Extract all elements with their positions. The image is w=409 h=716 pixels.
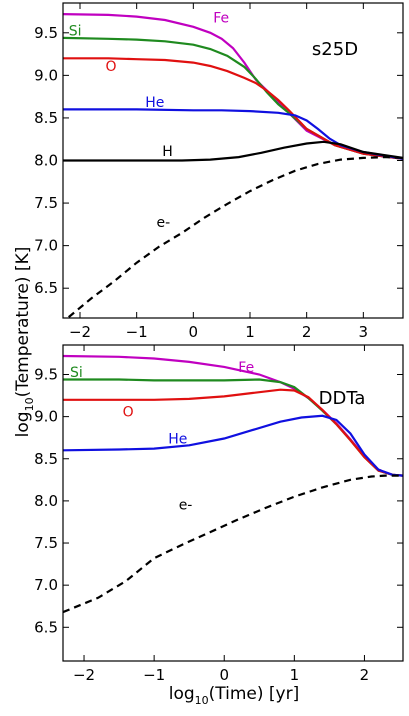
series-line-e [67,155,403,318]
x-tick-label: 0 [189,323,199,341]
series-line-he [63,414,403,477]
y-tick-label: 9.5 [34,24,58,42]
y-tick-label: 7.5 [34,194,58,212]
series-label-fe: Fe [238,360,254,376]
y-tick-label: 7.0 [34,576,58,594]
series-label-o: O [106,59,117,75]
series-line-o [63,57,403,160]
series-line-fe [63,13,403,160]
y-axis-title-subscript: 10 [23,397,36,411]
y-axis-title: log10(Temperature) [K] [13,247,36,438]
series-label-he: He [145,95,164,111]
series-line-h [63,140,403,162]
series-line-fe [63,354,403,477]
y-tick-label: 7.5 [34,534,58,552]
y-tick-label: 9.0 [34,66,58,84]
x-tick-label: 1 [290,666,300,684]
plot-frame [62,344,404,662]
y-tick-label: 7.0 [34,237,58,255]
x-tick-label: 2 [360,666,370,684]
series-label-e: e- [157,215,171,231]
x-axis-title-rest: (Time) [yr] [209,684,300,704]
x-axis-title: log10(Time) [yr] [169,684,300,707]
x-tick-label: −2 [73,666,95,684]
series-label-h: H [162,144,173,160]
series-label-o: O [123,405,134,421]
x-tick-label: −1 [143,666,165,684]
y-tick-label: 6.5 [34,618,58,636]
y-axis-title-rest: (Temperature) [K] [13,247,33,398]
series-label-si: Si [69,23,82,39]
y-tick-label: 8.5 [34,450,58,468]
y-tick-label: 9.5 [34,365,58,383]
x-axis-title-subscript: 10 [195,694,209,707]
y-tick-label: 8.0 [34,152,58,170]
y-tick-label: 9.0 [34,408,58,426]
x-tick-label: 0 [219,666,229,684]
panel-label: s25D [312,39,358,60]
series-label-fe: Fe [213,11,229,27]
x-tick-label: 2 [302,323,312,341]
series-label-he: He [168,432,187,448]
x-axis-title-base: log [169,684,195,704]
panel-label: DDTa [319,388,366,409]
series-label-si: Si [70,365,83,381]
y-tick-label: 8.0 [34,492,58,510]
series-line-e [63,474,403,614]
x-tick-label: −2 [69,323,91,341]
x-tick-label: −1 [126,323,148,341]
series-line-o [63,388,403,477]
panel-bottom: Fe Si O He e- −2 −1 0 1 2 6.5 7.0 7.5 8.0 8.5 9.0 9.5 DDT… [34,344,404,684]
panel-top: Fe Si O He He- −2 −1 0 1 2 3 6.5 7.0 7.5 8.0 8.5 9.0 9.5 s… [34,2,404,341]
y-axis-title-base: log [13,411,33,437]
x-tick-label: 3 [359,323,369,341]
y-tick-label: 8.5 [34,109,58,127]
y-tick-label: 6.5 [34,279,58,297]
series-label-e: e- [179,497,193,513]
x-tick-label: 1 [245,323,255,341]
